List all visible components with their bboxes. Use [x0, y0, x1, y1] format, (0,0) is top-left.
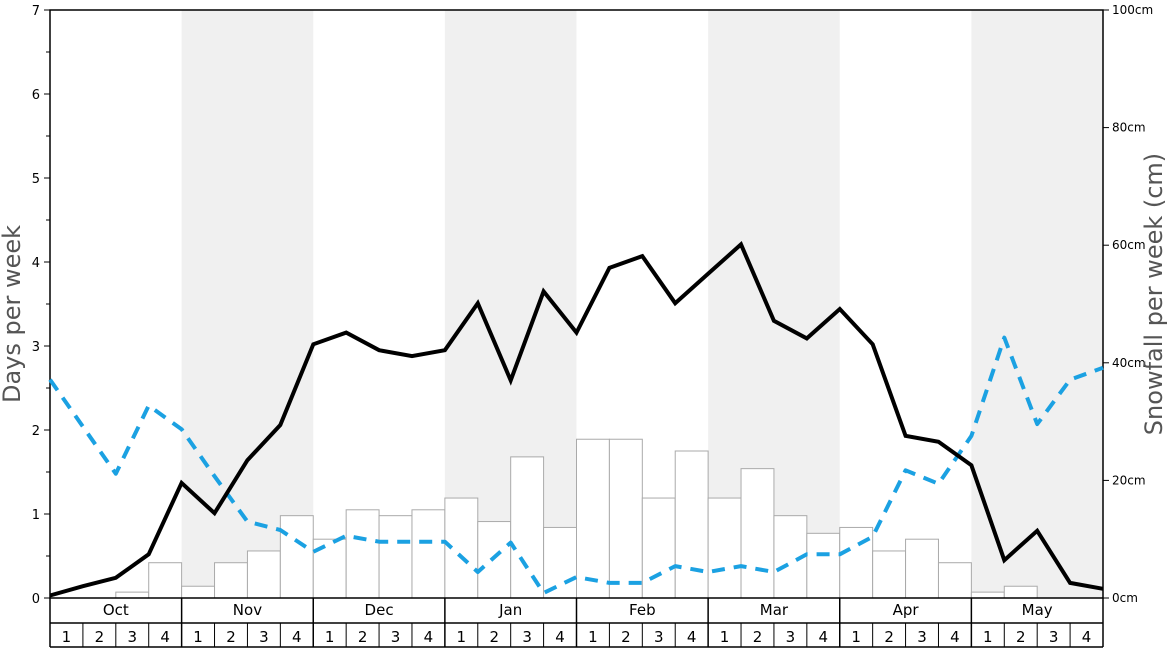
week-label: 1: [720, 628, 730, 646]
week-label: 2: [489, 628, 499, 646]
x-axis: Oct 1 2 3 4 Nov 1 2 3 4 Dec 1 2 3 4 Jan 1 2 3 4 Feb 1 2 3 4 Mar 1 2…: [49, 598, 1104, 648]
snowfall-bar: [937, 562, 972, 599]
snowfall-bars: [115, 438, 1038, 599]
snowfall-bar: [345, 509, 380, 599]
left-tick-label: 5: [32, 172, 40, 187]
month-band-may: [971, 10, 1103, 598]
left-tick-label: 6: [32, 88, 40, 103]
left-tick-label: 0: [32, 592, 40, 607]
left-tick-label: 7: [32, 4, 40, 19]
week-label: 2: [226, 628, 236, 646]
solid-black-line: [49, 241, 1104, 598]
month-band-nov: [181, 10, 314, 598]
dashed-blue-line: [48, 335, 1104, 595]
snowfall-bar: [510, 456, 545, 599]
snowfall-bar: [1003, 585, 1038, 599]
snowfall-bar: [608, 438, 643, 599]
week-label: 3: [1049, 628, 1059, 646]
week-label: 2: [1016, 628, 1026, 646]
week-label: 4: [160, 628, 170, 646]
snowfall-bar: [707, 497, 742, 599]
week-label: 3: [522, 628, 532, 646]
snowfall-bar: [576, 438, 610, 599]
week-label: 1: [457, 628, 467, 646]
right-tick-label: 0cm: [1112, 591, 1138, 605]
left-tick-label: 3: [32, 340, 40, 355]
week-label: 1: [983, 628, 993, 646]
snowfall-bar: [378, 515, 413, 599]
right-tick-label: 40cm: [1112, 356, 1146, 370]
week-label: 3: [654, 628, 664, 646]
snowfall-bar: [181, 585, 216, 599]
week-label: 2: [621, 628, 631, 646]
right-tick-label: 100cm: [1112, 3, 1153, 17]
snowfall-bar: [641, 497, 676, 599]
week-label: 4: [555, 628, 565, 646]
week-label: 1: [851, 628, 861, 646]
right-axis: 0cm 20cm 40cm 60cm 80cm 100cm: [1103, 3, 1153, 605]
left-axis: 0 1 2 3 4 5 6 7: [32, 4, 50, 607]
week-label: 4: [424, 628, 434, 646]
month-label: Dec: [365, 601, 394, 619]
left-tick-label: 1: [32, 508, 40, 523]
snowfall-bar: [115, 591, 150, 599]
month-label: Nov: [233, 601, 262, 619]
snowfall-bar: [674, 450, 709, 599]
snowfall-bar: [872, 550, 907, 599]
week-label: 4: [1082, 628, 1092, 646]
week-label: 1: [193, 628, 203, 646]
right-axis-title: Snowfall per week (cm): [1140, 153, 1168, 435]
left-axis-title: Days per week: [0, 225, 26, 403]
week-label: 4: [292, 628, 302, 646]
snowfall-bar: [246, 550, 281, 599]
right-tick-label: 60cm: [1112, 238, 1146, 252]
month-label: May: [1022, 601, 1053, 619]
snowfall-bar: [970, 591, 1005, 599]
week-label: 1: [62, 628, 72, 646]
week-label: 2: [753, 628, 763, 646]
series-lines: [48, 241, 1104, 598]
right-tick-label: 20cm: [1112, 473, 1146, 487]
month-label: Mar: [760, 601, 789, 619]
left-tick-label: 4: [32, 256, 40, 271]
month-label: Feb: [629, 601, 656, 619]
week-label: 3: [127, 628, 137, 646]
week-label: 3: [259, 628, 269, 646]
week-label: 3: [786, 628, 796, 646]
snowfall-bar: [806, 532, 841, 599]
month-label: Oct: [103, 601, 129, 619]
snowfall-bar: [740, 468, 775, 599]
snowfall-bar: [214, 562, 248, 599]
week-label: 4: [687, 628, 697, 646]
snowfall-bar: [411, 509, 446, 599]
snowfall-bar: [279, 515, 314, 599]
week-label: 2: [358, 628, 368, 646]
week-label: 1: [325, 628, 335, 646]
week-label: 2: [95, 628, 105, 646]
snowfall-bar: [543, 526, 577, 599]
right-tick-label: 80cm: [1112, 121, 1146, 135]
snowfall-bar: [148, 562, 183, 599]
left-tick-label: 2: [32, 424, 40, 439]
month-label: Jan: [498, 601, 522, 619]
week-label: 4: [950, 628, 960, 646]
week-label: 4: [819, 628, 829, 646]
week-label: 1: [588, 628, 598, 646]
week-label: 3: [917, 628, 927, 646]
week-label: 3: [391, 628, 401, 646]
week-label: 2: [884, 628, 894, 646]
snowfall-bar: [905, 538, 939, 599]
month-label: Apr: [893, 601, 920, 619]
